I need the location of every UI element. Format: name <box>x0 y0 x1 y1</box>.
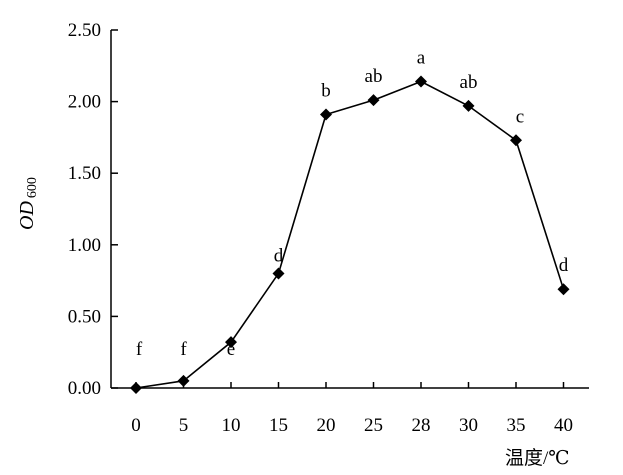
x-tick-label: 0 <box>131 415 141 436</box>
data-point-marker <box>177 374 190 387</box>
y-axis-title-main: OD <box>16 201 38 230</box>
data-point-marker <box>367 94 380 107</box>
x-ticks: 0 5 10 15 20 25 28 30 35 40 <box>131 382 573 436</box>
x-tick-label: 15 <box>269 415 288 436</box>
y-tick-label: 2.50 <box>68 20 101 41</box>
data-label: a <box>417 48 426 69</box>
data-label: f <box>180 339 187 360</box>
y-axis-title: OD 600 <box>16 177 40 230</box>
x-tick-label: 40 <box>554 415 573 436</box>
x-tick-label: 25 <box>364 415 383 436</box>
y-tick-label: 1.00 <box>68 235 101 256</box>
markers <box>130 75 570 394</box>
y-tick-label: 0.00 <box>68 378 101 399</box>
y-tick-label: 1.50 <box>68 163 101 184</box>
data-point-marker <box>225 336 237 349</box>
data-point-marker <box>272 267 285 280</box>
x-tick-label: 5 <box>179 415 189 436</box>
data-label: d <box>559 255 569 276</box>
data-label: e <box>227 339 235 360</box>
x-tick-label: 10 <box>222 415 241 436</box>
y-axis-title-sub: 600 <box>25 177 40 198</box>
y-ticks: 0.00 0.50 1.00 1.50 2.00 2.50 <box>68 20 118 399</box>
x-tick-label: 30 <box>459 415 478 436</box>
x-tick-label: 28 <box>412 415 431 436</box>
data-point-marker <box>320 108 332 121</box>
x-axis-title: 温度/℃ <box>505 447 570 469</box>
data-labels: f f e d b ab a ab c d <box>136 48 569 360</box>
x-axis: 0 5 10 15 20 25 28 30 35 40 <box>111 382 589 436</box>
y-axis: 0.00 0.50 1.00 1.50 2.00 2.50 <box>68 20 118 399</box>
x-tick-label: 35 <box>507 415 526 436</box>
data-point-marker <box>462 99 475 112</box>
y-tick-label: 2.00 <box>68 92 101 113</box>
data-point-marker <box>557 283 570 296</box>
series-line <box>135 80 565 389</box>
data-label: b <box>321 80 331 101</box>
data-point-marker <box>415 75 427 88</box>
data-label: ab <box>460 72 478 93</box>
data-point-marker <box>130 382 142 394</box>
data-label: ab <box>365 66 383 87</box>
data-label: d <box>274 245 284 266</box>
plot-area: f f e d b ab a ab c d <box>130 48 570 394</box>
data-label: c <box>516 106 524 127</box>
y-tick-label: 0.50 <box>68 306 101 327</box>
x-tick-label: 20 <box>317 415 336 436</box>
data-label: f <box>136 339 143 360</box>
data-point-marker <box>510 134 522 147</box>
